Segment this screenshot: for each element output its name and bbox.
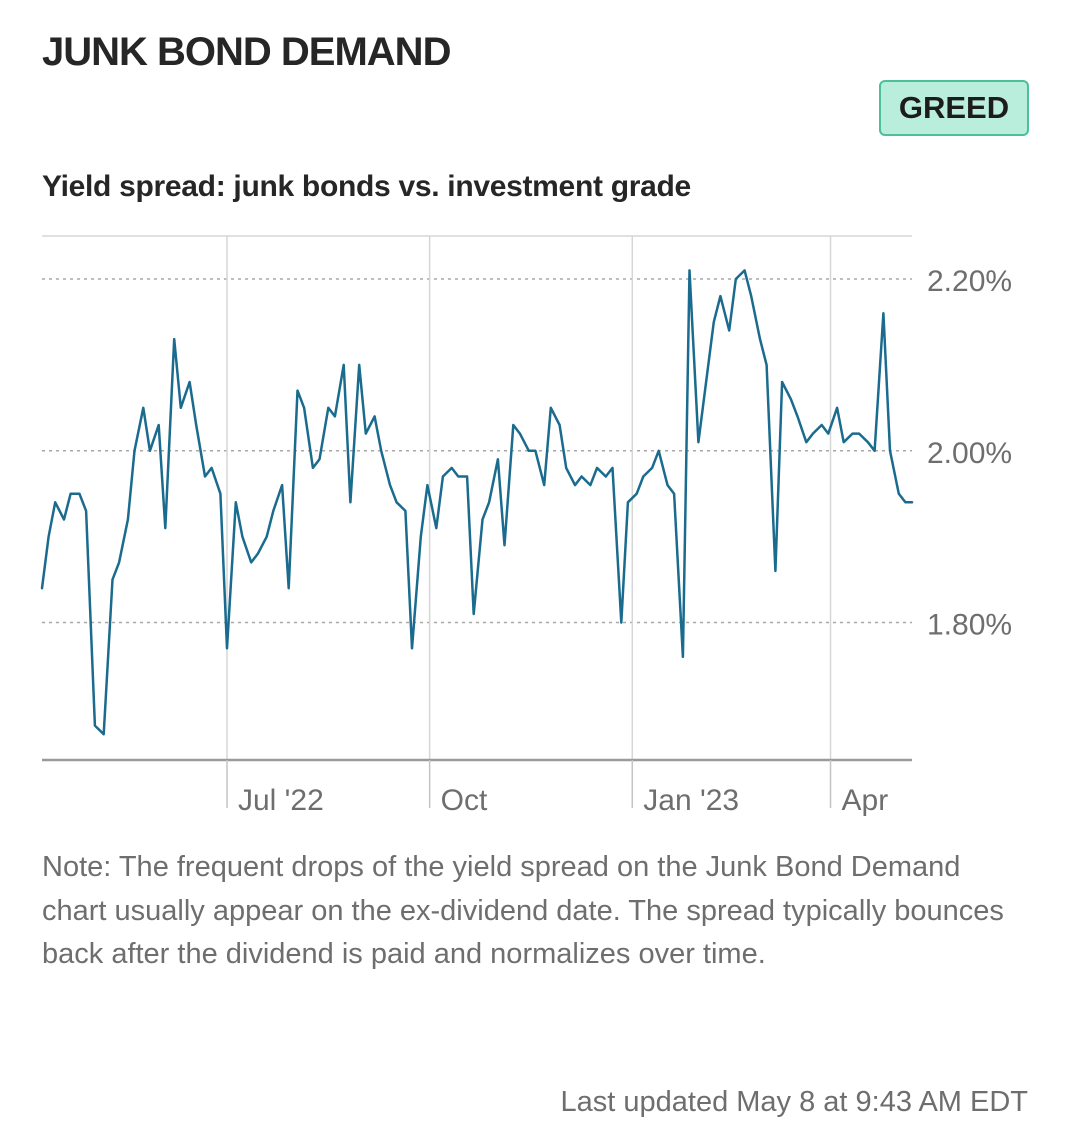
chart-ticks: 2.20% 2.00% 1.80% Jul '22 Oct Jan '23 Apr bbox=[226, 265, 1012, 817]
x-tick-label: Jul '22 bbox=[238, 784, 324, 817]
sentiment-badge: GREED bbox=[879, 80, 1029, 136]
yield-spread-chart: 2.20% 2.00% 1.80% Jul '22 Oct Jan '23 Apr bbox=[40, 235, 1012, 817]
sentiment-badge-label: GREED bbox=[898, 90, 1010, 125]
x-tick-label: Apr bbox=[842, 784, 889, 817]
chart-plot-area bbox=[40, 269, 914, 736]
chart-note: Note: The frequent drops of the yield sp… bbox=[42, 851, 1004, 970]
x-tick-label: Jan '23 bbox=[643, 784, 739, 817]
page-title: JUNK BOND DEMAND bbox=[42, 30, 451, 74]
x-tick-label: Oct bbox=[441, 784, 488, 817]
y-tick-label: 1.80% bbox=[927, 609, 1012, 642]
chart-title: Yield spread: junk bonds vs. investment … bbox=[42, 170, 691, 203]
last-updated: Last updated May 8 at 9:43 AM EDT bbox=[560, 1086, 1028, 1118]
yield-spread-line bbox=[40, 269, 914, 736]
y-tick-label: 2.00% bbox=[927, 437, 1012, 470]
chart-grid bbox=[42, 235, 912, 762]
y-tick-label: 2.20% bbox=[927, 265, 1012, 298]
